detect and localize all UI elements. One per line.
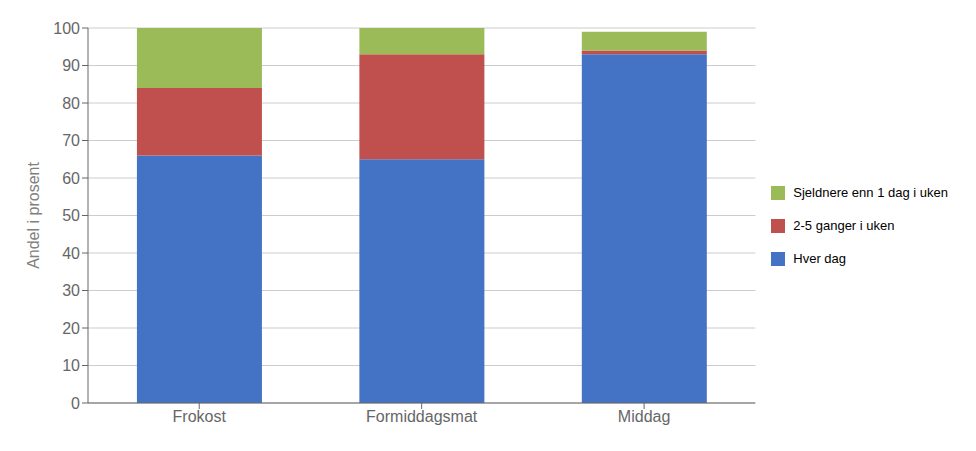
svg-text:Formiddagsmat: Formiddagsmat <box>366 408 478 425</box>
html-text:Hver dag: Hver dag <box>793 251 847 266</box>
svg-text:100: 100 <box>53 20 80 37</box>
svg-text:50: 50 <box>62 207 80 224</box>
svg-text:30: 30 <box>62 282 80 299</box>
svg-text:80: 80 <box>62 95 80 112</box>
svg-text:10: 10 <box>62 357 80 374</box>
svg-text:Middag: Middag <box>618 408 670 425</box>
html-text:2-5 ganger i uken: 2-5 ganger i uken <box>793 218 895 233</box>
svg-text:70: 70 <box>62 132 80 149</box>
svg-text:40: 40 <box>62 245 80 262</box>
svg-text:60: 60 <box>62 170 80 187</box>
svg-text:20: 20 <box>62 320 80 337</box>
svg-text:90: 90 <box>62 57 80 74</box>
html-text:Sjeldnere enn 1 dag i uken: Sjeldnere enn 1 dag i uken <box>793 185 948 200</box>
svg-text:Andel i prosent: Andel i prosent <box>25 162 42 269</box>
svg-text:0: 0 <box>71 395 80 412</box>
svg-text:Frokost: Frokost <box>173 408 227 425</box>
